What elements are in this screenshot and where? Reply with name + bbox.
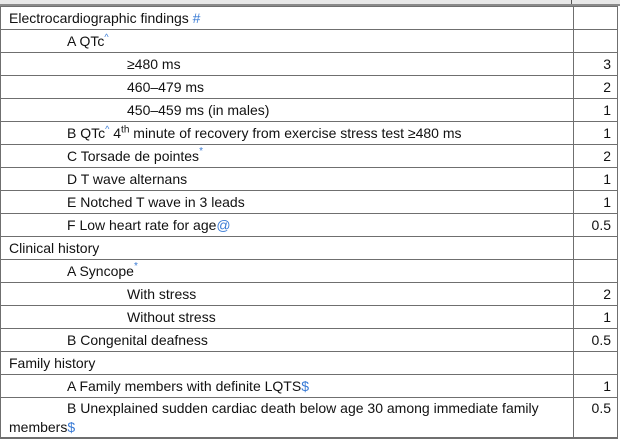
- section-heading: Family history: [9, 355, 96, 371]
- criterion-cell: ≥480 ms: [0, 52, 574, 76]
- criterion-cell: D T wave alternans: [0, 167, 574, 191]
- table-row: Clinical history: [0, 236, 618, 260]
- criterion-label: A Syncope: [67, 263, 134, 279]
- criterion-cell: E Notched T wave in 3 leads: [0, 190, 574, 214]
- table-row: A Family members with definite LQTS$ 1: [0, 374, 618, 398]
- criterion-cell: F Low heart rate for age@: [0, 213, 574, 237]
- table-row: B QTc^ 4th minute of recovery from exerc…: [0, 121, 618, 145]
- points-cell: 2: [573, 282, 618, 306]
- section-heading: Clinical history: [9, 240, 100, 256]
- criterion-label: D T wave alternans: [67, 171, 188, 187]
- criterion-cell: Family history: [0, 351, 574, 375]
- criterion-cell: A Syncope*: [0, 259, 574, 283]
- points-cell: 2: [573, 144, 618, 168]
- criterion-label: B Congenital deafness: [67, 332, 208, 348]
- points-cell: 1: [573, 190, 618, 214]
- criterion-label: E Notched T wave in 3 leads: [67, 194, 245, 210]
- points-cell: [573, 236, 618, 260]
- footnote-marker[interactable]: *: [133, 261, 138, 272]
- criterion-label: 460–479 ms: [127, 79, 205, 95]
- criterion-cell: A QTc^: [0, 29, 574, 53]
- points-cell: 0.5: [573, 397, 618, 439]
- criterion-cell: C Torsade de pointes*: [0, 144, 574, 168]
- table-row: 450–459 ms (in males) 1: [0, 98, 618, 122]
- footnote-marker[interactable]: $: [301, 378, 309, 394]
- points-cell: 1: [573, 121, 618, 145]
- criterion-label: F Low heart rate for age: [67, 217, 217, 233]
- footnote-marker[interactable]: $: [67, 419, 76, 435]
- criterion-label-part: 4: [109, 125, 122, 141]
- criterion-cell: B QTc^ 4th minute of recovery from exerc…: [0, 121, 574, 145]
- criterion-label: B Unexplained sudden cardiac death below…: [9, 400, 539, 435]
- criterion-cell: B Congenital deafness: [0, 328, 574, 352]
- footnote-marker[interactable]: *: [199, 146, 203, 157]
- table-row: Electrocardiographic findings #: [0, 6, 618, 30]
- criterion-cell: Electrocardiographic findings #: [0, 6, 574, 30]
- points-cell: 0.5: [573, 213, 618, 237]
- criterion-cell: 450–459 ms (in males): [0, 98, 574, 122]
- table-row: Without stress 1: [0, 305, 618, 329]
- table-row: C Torsade de pointes* 2: [0, 144, 618, 168]
- criterion-cell: Without stress: [0, 305, 574, 329]
- table-row: D T wave alternans 1: [0, 167, 618, 191]
- footnote-marker[interactable]: @: [216, 217, 231, 233]
- points-cell: 0.5: [573, 328, 618, 352]
- points-cell: [573, 29, 618, 53]
- footnote-marker[interactable]: ^: [105, 124, 110, 134]
- criterion-label: B QTc: [67, 125, 106, 141]
- table-row: With stress 2: [0, 282, 618, 306]
- points-cell: [573, 6, 618, 30]
- points-cell: 2: [573, 75, 618, 99]
- criterion-label: ≥480 ms: [127, 56, 181, 72]
- criterion-label-part: minute of recovery from exercise stress …: [129, 125, 462, 141]
- criterion-label: C Torsade de pointes: [67, 148, 200, 164]
- table-row: ≥480 ms 3: [0, 52, 618, 76]
- footnote-marker[interactable]: ^: [104, 32, 109, 42]
- table-row: A Syncope*: [0, 259, 618, 283]
- section-heading: Electrocardiographic findings: [9, 10, 193, 26]
- previous-row-edge: [0, 0, 620, 6]
- points-cell: 1: [573, 98, 618, 122]
- criterion-cell: B Unexplained sudden cardiac death below…: [0, 397, 574, 439]
- points-cell: [573, 259, 618, 283]
- table-row: 460–479 ms 2: [0, 75, 618, 99]
- criterion-cell: Clinical history: [0, 236, 574, 260]
- table-row: B Congenital deafness 0.5: [0, 328, 618, 352]
- ordinal-superscript: th: [121, 124, 130, 136]
- table-row: Family history: [0, 351, 618, 375]
- points-cell: 1: [573, 167, 618, 191]
- points-cell: 1: [573, 374, 618, 398]
- footnote-marker[interactable]: #: [192, 10, 201, 26]
- criterion-label: A QTc: [67, 33, 105, 49]
- points-cell: 1: [573, 305, 618, 329]
- criterion-cell: With stress: [0, 282, 574, 306]
- lqts-score-table: Electrocardiographic findings # A QTc^ ≥…: [0, 6, 618, 439]
- criterion-cell: 460–479 ms: [0, 75, 574, 99]
- table-row: E Notched T wave in 3 leads 1: [0, 190, 618, 214]
- criterion-label: With stress: [127, 286, 197, 302]
- points-cell: 3: [573, 52, 618, 76]
- table-row: B Unexplained sudden cardiac death below…: [0, 397, 618, 439]
- criterion-label: A Family members with definite LQTS: [67, 378, 302, 394]
- table-row: A QTc^: [0, 29, 618, 53]
- criterion-label: 450–459 ms (in males): [127, 102, 270, 118]
- points-cell: [573, 351, 618, 375]
- criterion-cell: A Family members with definite LQTS$: [0, 374, 574, 398]
- criterion-label: Without stress: [127, 309, 216, 325]
- table-row: F Low heart rate for age@ 0.5: [0, 213, 618, 237]
